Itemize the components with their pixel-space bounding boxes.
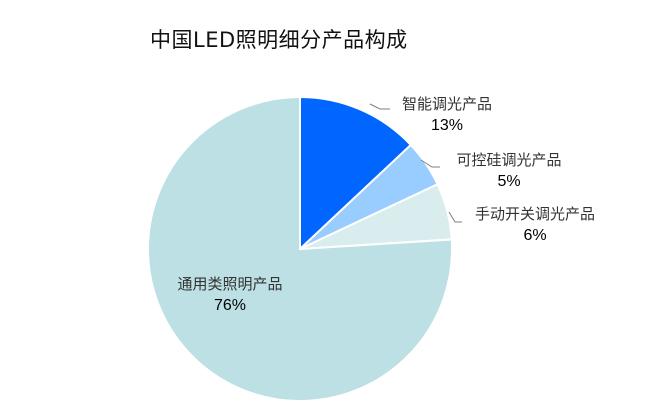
data-label-general-lighting: 通用类照明产品 76% bbox=[160, 273, 300, 317]
label-value: 13% bbox=[430, 117, 464, 134]
data-label-scr-dimming: 可控硅调光产品 5% bbox=[437, 149, 581, 193]
chart-title: 中国LED照明细分产品构成 bbox=[150, 28, 408, 52]
data-label-smart-dimming: 智能调光产品 13% bbox=[385, 93, 509, 137]
pie-slices bbox=[147, 95, 453, 402]
leader-lines bbox=[369, 103, 462, 223]
data-label-manual-dimming: 手动开关调光产品 6% bbox=[460, 203, 610, 247]
label-value: 5% bbox=[497, 173, 521, 190]
label-name: 手动开关调光产品 bbox=[474, 205, 595, 223]
label-value: 6% bbox=[523, 227, 547, 244]
leader-line-smart bbox=[369, 103, 390, 110]
label-name: 可控硅调光产品 bbox=[456, 151, 562, 169]
label-name: 智能调光产品 bbox=[401, 95, 492, 113]
leader-line-manual bbox=[448, 211, 462, 223]
label-value: 76% bbox=[213, 297, 247, 314]
label-name: 通用类照明产品 bbox=[177, 275, 283, 293]
leader-line-scr bbox=[420, 159, 440, 168]
slice-general-lighting bbox=[147, 95, 453, 402]
slice-smart-dimming bbox=[299, 95, 413, 252]
